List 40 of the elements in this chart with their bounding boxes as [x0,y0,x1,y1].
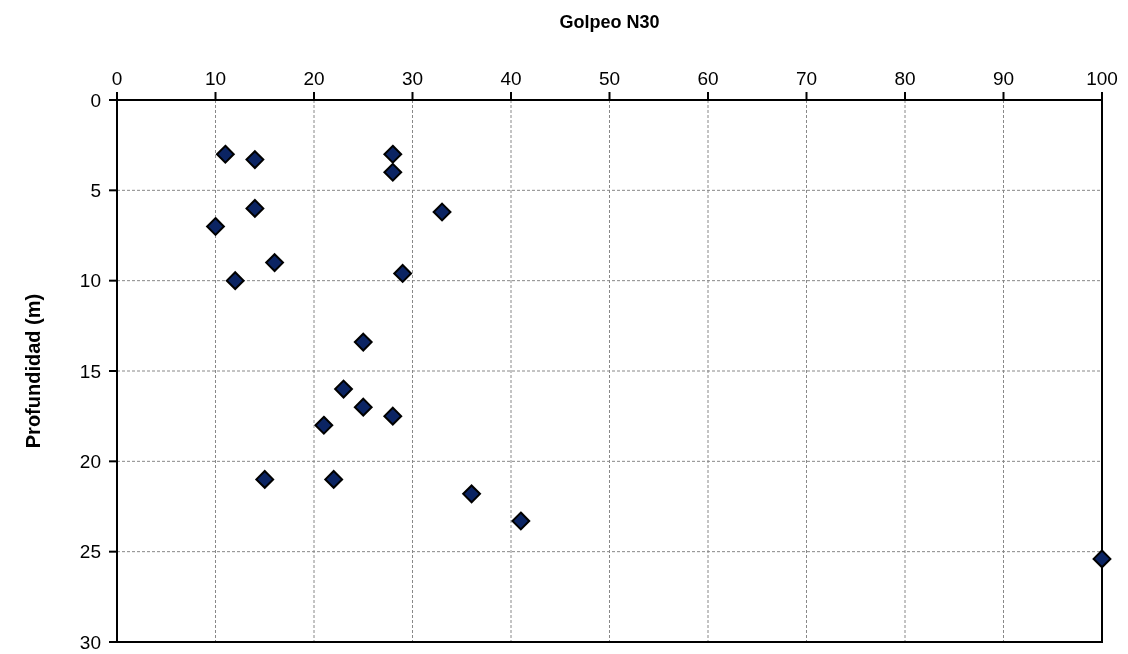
point [353,332,373,352]
point [206,217,225,236]
point [245,150,265,170]
y-tick-label: 10 [79,270,101,292]
point [245,199,265,218]
x-tick-label: 100 [1086,68,1118,89]
y-tick-label: 15 [79,360,101,382]
point [334,379,353,399]
x-axis-title: Golpeo N30 [559,12,660,32]
x-tick-label: 60 [697,68,719,89]
point [462,484,481,504]
point [383,144,403,164]
y-tick-label: 30 [79,631,101,653]
point [215,144,235,164]
point [383,406,403,426]
y-tick-label: 25 [79,541,101,563]
point [255,470,275,489]
point [353,397,373,417]
point [511,511,531,531]
x-tick-label: 50 [598,68,621,89]
x-tick-label: 80 [894,68,916,89]
y-tick-label: 0 [90,89,101,111]
point [265,253,284,272]
point [1092,549,1112,569]
y-tick-label: 5 [90,179,101,201]
point [324,470,344,489]
point [314,415,334,435]
y-tick-label: 20 [79,450,101,472]
x-tick-label: 20 [303,68,325,89]
x-tick-label: 70 [795,68,818,89]
point [225,271,245,291]
x-tick-label: 90 [992,68,1015,89]
x-tick-label: 30 [401,68,424,89]
x-tick-label: 10 [204,68,227,89]
x-tick-label: 0 [111,68,123,89]
x-tick-label: 40 [500,68,522,89]
point [432,202,452,222]
point [383,162,403,182]
y-axis-title: Profundidad (m) [22,293,44,449]
point [393,264,413,283]
